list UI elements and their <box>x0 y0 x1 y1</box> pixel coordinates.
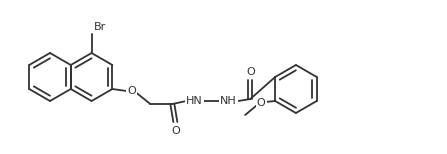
Text: O: O <box>171 126 180 136</box>
Text: O: O <box>246 67 255 77</box>
Text: Br: Br <box>93 22 105 32</box>
Text: HN: HN <box>186 96 203 106</box>
Text: O: O <box>257 98 266 108</box>
Text: O: O <box>127 86 136 96</box>
Text: NH: NH <box>220 96 237 106</box>
